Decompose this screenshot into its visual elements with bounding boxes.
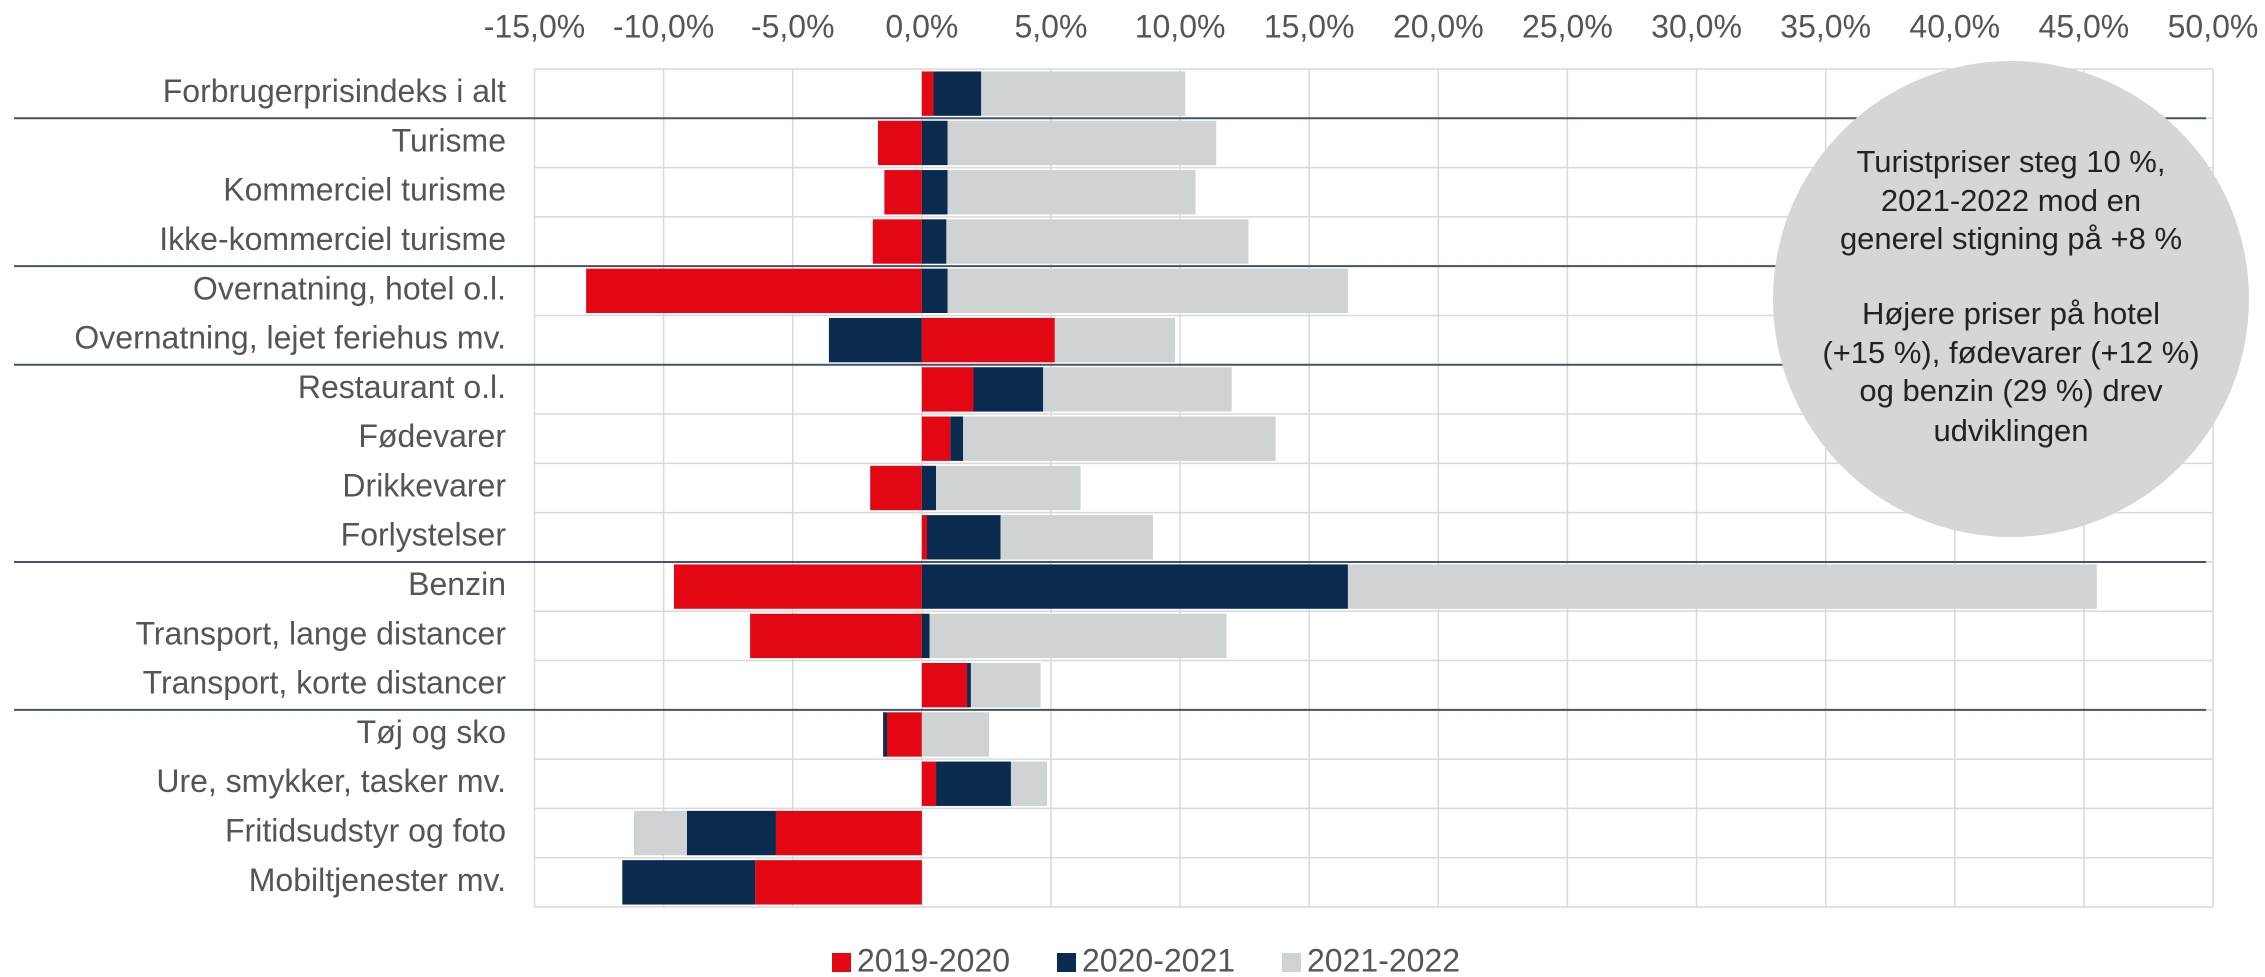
category-label: Fødevarer [358,418,506,454]
category-label: Overnatning, lejet feriehus mv. [74,320,506,356]
bar-segment [1010,761,1048,806]
bar-segment [970,662,1041,708]
annotation-text: og benzin (29 %) drev [1859,373,2163,408]
bar-segment [933,71,982,116]
x-tick-label: 50,0% [2168,8,2259,44]
bar-segment [633,810,687,856]
bar-segment [921,170,948,215]
annotation-text: Højere priser på hotel [1862,296,2160,331]
category-label: Overnatning, hotel o.l. [193,270,506,306]
legend-swatch [1057,953,1076,972]
category-label: Turisme [392,122,506,158]
bar-segment [1043,367,1232,412]
bar-segment [921,268,948,314]
bar-segment [921,317,1055,363]
bar-segment [929,613,1227,659]
annotation-bubble [1773,61,2249,537]
category-label: Kommerciel turisme [223,172,506,208]
annotation-text: udviklingen [1933,413,2088,448]
bar-segment [686,810,776,856]
bar-segment [967,662,971,708]
category-label: Transport, lange distancer [135,615,506,651]
x-tick-label: 45,0% [2039,8,2130,44]
bar-segment [1347,564,2097,609]
category-label: Ikke-kommerciel turisme [159,221,506,257]
bar-segment [936,761,1011,806]
bar-segment [921,120,948,166]
legend-label: 2021-2022 [1307,942,1460,977]
category-label: Fritidsudstyr og foto [225,813,506,849]
bar-segment [886,712,922,757]
category-label: Mobiltjenester mv. [249,862,506,898]
bar-segment [755,860,922,905]
legend-label: 2020-2021 [1082,942,1235,977]
x-tick-label: 0,0% [885,8,958,44]
bar-segment [921,219,947,264]
bar-segment [947,170,1196,215]
annotation-text: Turistpriser steg 10 %, [1857,144,2166,179]
legend-swatch [1282,953,1301,972]
annotation-text: (+15 %), fødevarer (+12 %) [1822,335,2199,370]
bar-segment [921,662,968,708]
bar-segment [921,465,937,511]
bar-segment [973,367,1044,412]
bar-segment [947,268,1348,314]
annotation-text: generel stigning på +8 % [1840,221,2182,256]
x-tick-label: 35,0% [1780,8,1871,44]
x-tick-label: 5,0% [1014,8,1087,44]
x-tick-label: 10,0% [1135,8,1226,44]
bar-segment [927,515,1001,560]
bar-segment [622,860,756,905]
bar-segment [921,564,1348,609]
bar-segment [921,515,928,560]
bar-segment [1000,515,1153,560]
bar-segment [921,367,974,412]
bar-segment [963,416,1276,461]
bar-segment [921,761,937,806]
bar-segment [936,465,1081,511]
x-tick-label: -15,0% [484,8,585,44]
bar-segment [877,120,922,166]
bar-segment [828,317,922,363]
bar-segment [883,712,887,757]
bar-segment [872,219,922,264]
x-tick-label: 20,0% [1393,8,1484,44]
bar-segment [586,268,922,314]
legend-label: 2019-2020 [857,942,1010,977]
x-tick-label: 25,0% [1522,8,1613,44]
bar-segment [921,71,934,116]
bar-segment [884,170,922,215]
category-label: Ure, smykker, tasker mv. [156,763,506,799]
bar-segment [981,71,1186,116]
x-tick-label: 30,0% [1651,8,1742,44]
bar-segment [950,416,964,461]
category-label: Forlystelser [341,517,507,553]
category-label: Transport, korte distancer [143,665,507,701]
bar-segment [775,810,922,856]
x-tick-label: -10,0% [613,8,714,44]
bar-segment [673,564,922,609]
legend-swatch [832,953,851,972]
bar-segment [921,416,951,461]
bar-segment [947,120,1217,166]
x-tick-label: -5,0% [751,8,835,44]
bar-segment [870,465,922,511]
category-label: Tøj og sko [357,714,506,750]
x-tick-label: 40,0% [1909,8,2000,44]
category-label: Restaurant o.l. [298,369,506,405]
bar-segment [946,219,1249,264]
category-label: Benzin [408,566,506,602]
bar-segment [921,613,930,659]
category-label: Forbrugerprisindeks i alt [163,73,506,109]
category-label: Drikkevarer [342,467,506,503]
bar-segment [1054,317,1175,363]
x-tick-label: 15,0% [1264,8,1355,44]
annotation-text: 2021-2022 mod en [1881,183,2141,218]
bar-segment [750,613,922,659]
bar-segment [921,712,989,757]
